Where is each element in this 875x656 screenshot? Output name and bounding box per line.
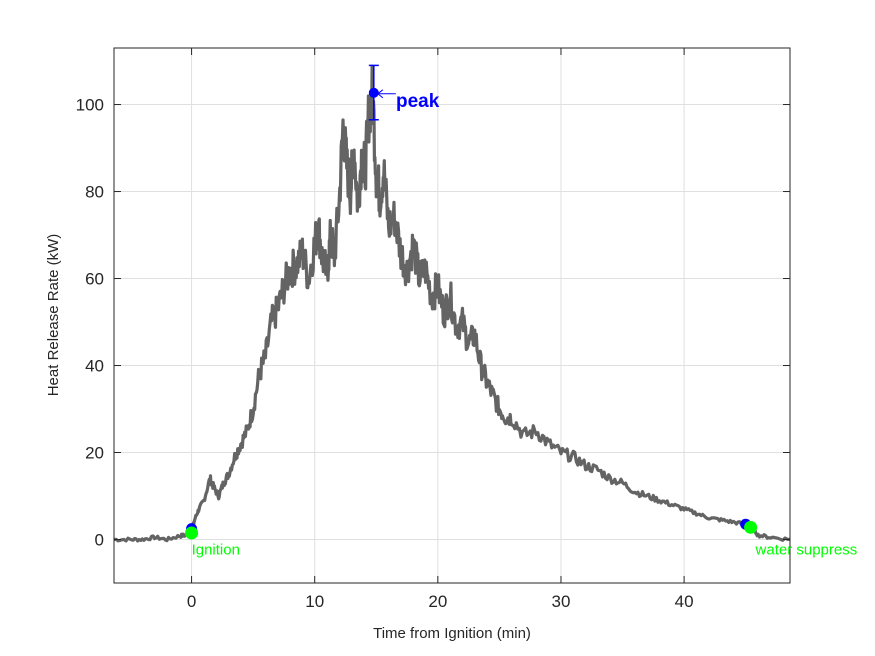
- annotations: peak Ignition water suppress: [192, 91, 858, 559]
- y-axis-label: Heat Release Rate (kW): [45, 234, 62, 397]
- y-tick-label: 100: [76, 96, 104, 115]
- grid-lines: [114, 48, 790, 583]
- annotation-peak: peak: [396, 91, 440, 112]
- tick-labels: 0 10 20 30 40 0 20 40 60 80 100: [76, 96, 694, 611]
- hrr-line: [113, 64, 791, 543]
- peak-arrow-head: [377, 89, 384, 99]
- peak-marker: [368, 87, 379, 98]
- plot-area: [113, 47, 791, 584]
- y-tick-label: 60: [85, 270, 104, 289]
- x-tick-label: 0: [187, 592, 196, 611]
- y-tick-label: 20: [85, 444, 104, 463]
- green-dot-marker: [744, 520, 758, 534]
- green-dot-marker: [185, 526, 199, 540]
- y-tick-label: 40: [85, 357, 104, 376]
- x-tick-label: 20: [428, 592, 447, 611]
- event-markers: [185, 64, 758, 540]
- data-series: [113, 64, 791, 543]
- x-tick-label: 40: [675, 592, 694, 611]
- y-tick-label: 0: [95, 531, 104, 550]
- annotation-ignition: Ignition: [192, 542, 240, 559]
- axes-box: [113, 47, 791, 584]
- x-axis-label: Time from Ignition (min): [373, 625, 531, 642]
- annotation-water-suppress: water suppress: [755, 542, 858, 559]
- x-tick-label: 30: [552, 592, 571, 611]
- y-tick-label: 80: [85, 183, 104, 202]
- axis-ticks: [114, 48, 790, 583]
- x-tick-label: 10: [305, 592, 324, 611]
